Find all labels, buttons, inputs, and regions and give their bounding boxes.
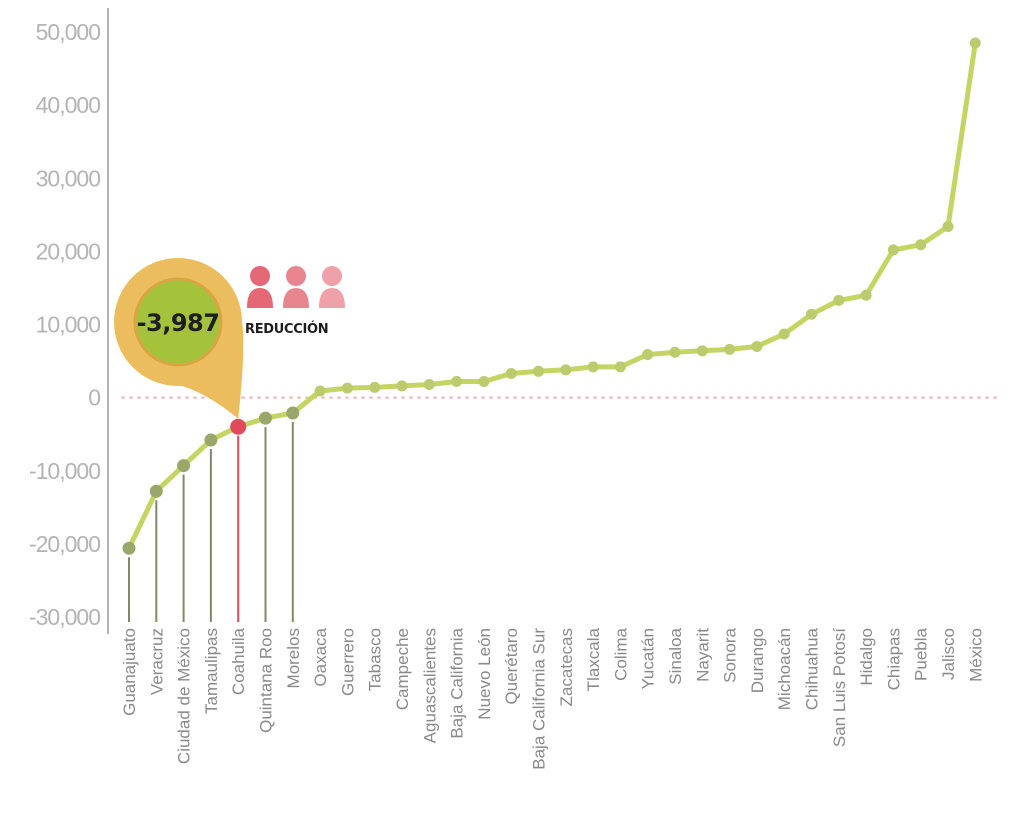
y-axis: 50,000 40,000 30,000 20,000 10,000 0 -10,000 -2… [29,8,109,634]
person-body [247,288,273,308]
callout-caption: REDUCCIÓN [245,321,328,337]
x-tick-label: Michoacán [775,628,794,710]
x-tick-label: Chihuahua [803,627,822,710]
x-tick-label: Veracruz [147,628,166,695]
data-point [396,380,408,392]
data-point [177,459,191,473]
x-tick-label: Tlaxcala [584,627,603,691]
x-tick-label: Baja California [448,627,467,738]
y-tick-label: -30,000 [29,604,100,630]
data-point [751,340,763,352]
y-tick-label: 0 [88,385,100,411]
data-point [696,345,708,357]
x-tick-label: Chiapas [884,628,903,690]
data-point [423,378,435,390]
data-point [122,541,136,555]
data-point [642,348,654,360]
data-point [149,484,163,498]
x-tick-label: Guanajuato [120,628,139,716]
person-icon [319,266,345,308]
data-point [286,406,300,420]
data-point [942,221,954,233]
x-tick-label: Sonora [721,627,740,682]
data-point [806,308,817,320]
y-tick-label: 20,000 [36,238,101,264]
person-head [322,266,342,286]
x-tick-label: México [966,628,985,682]
data-point [230,418,247,435]
x-tick-label: Colima [611,627,630,680]
data-point [860,289,872,301]
callout-inner-circle [133,277,223,367]
x-tick-label: Nayarit [693,628,712,682]
person-head [286,266,306,286]
data-point [478,376,490,388]
x-tick-label: Zacatecas [557,628,576,706]
data-point [833,294,845,306]
data-point [915,239,927,251]
data-point [560,364,572,376]
person-head [250,266,270,286]
x-tick-label: Tamaulipas [202,628,221,714]
x-tick-label: Tabasco [366,628,385,691]
data-point [204,433,218,447]
data-point [778,328,790,340]
stems-layer [128,421,294,622]
x-tick-label: Coahuila [229,627,248,695]
x-tick-label: Puebla [912,627,931,680]
data-point [614,361,626,373]
y-tick-label: -10,000 [29,458,100,484]
data-point [724,343,736,355]
x-tick-label: Durango [748,628,767,693]
x-tick-label: San Luis Potosí [830,628,849,747]
people-icons [247,266,345,308]
x-tick-label: Hidalgo [857,628,876,686]
y-tick-label: 40,000 [36,92,101,118]
data-point [669,346,681,358]
x-tick-label: Sinaloa [666,627,685,684]
x-tick-label: Guerrero [338,628,357,696]
y-tick-label: 30,000 [36,165,101,191]
points-layer [122,37,981,555]
x-tick-label: Jalisco [939,628,958,680]
data-point [505,367,517,379]
x-tick-label: Baja California Sur [530,628,549,770]
x-tick-label: Aguascalientes [420,628,439,743]
data-point [259,411,272,425]
x-tick-label: Morelos [284,628,303,688]
callout: -3,987 REDUCCIÓN [114,258,345,419]
x-tick-label: Nuevo León [475,628,494,720]
data-point [314,385,326,397]
person-body [319,288,345,308]
y-tick-label: 10,000 [36,312,101,338]
person-body [283,288,309,308]
y-tick-label: -20,000 [29,531,100,557]
data-point [533,365,544,377]
x-tick-label: Yucatán [639,628,658,689]
data-point [587,361,599,373]
data-point [451,376,463,388]
x-tick-label: Querétaro [502,628,521,705]
data-point [969,37,981,49]
x-tick-label: Quintana Roo [257,628,276,733]
y-tick-label: 50,000 [36,19,101,45]
data-point [887,244,899,256]
x-tick-label: Ciudad de México [175,628,194,764]
x-tick-label: Oaxaca [311,627,330,686]
person-icon [283,266,309,308]
callout-value-label: -3,987 [137,309,220,337]
x-tick-label: Campeche [393,628,412,710]
data-point [341,382,353,394]
person-icon [247,266,273,308]
data-point [369,381,381,393]
x-axis: Guanajuato Veracruz Ciudad de México Tamaul… [120,627,985,769]
